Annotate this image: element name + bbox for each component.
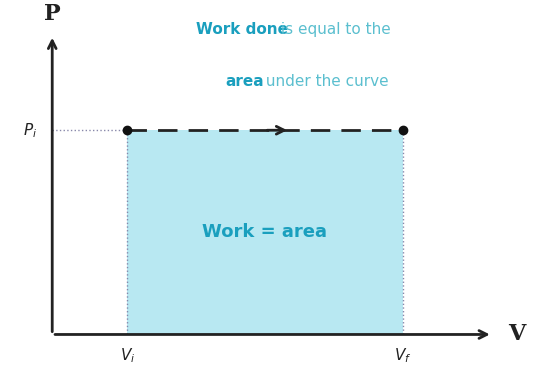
- Text: area: area: [226, 74, 264, 89]
- Text: $P_i$: $P_i$: [23, 121, 37, 139]
- Text: is equal to the: is equal to the: [276, 22, 391, 37]
- Text: P: P: [44, 3, 60, 25]
- Text: $V_i$: $V_i$: [120, 346, 135, 365]
- Text: $V_f$: $V_f$: [394, 346, 411, 365]
- Text: under the curve: under the curve: [261, 74, 389, 89]
- Text: V: V: [508, 323, 525, 346]
- Text: Work done: Work done: [196, 22, 288, 37]
- Bar: [127, 130, 403, 334]
- Text: Work = area: Work = area: [202, 223, 327, 241]
